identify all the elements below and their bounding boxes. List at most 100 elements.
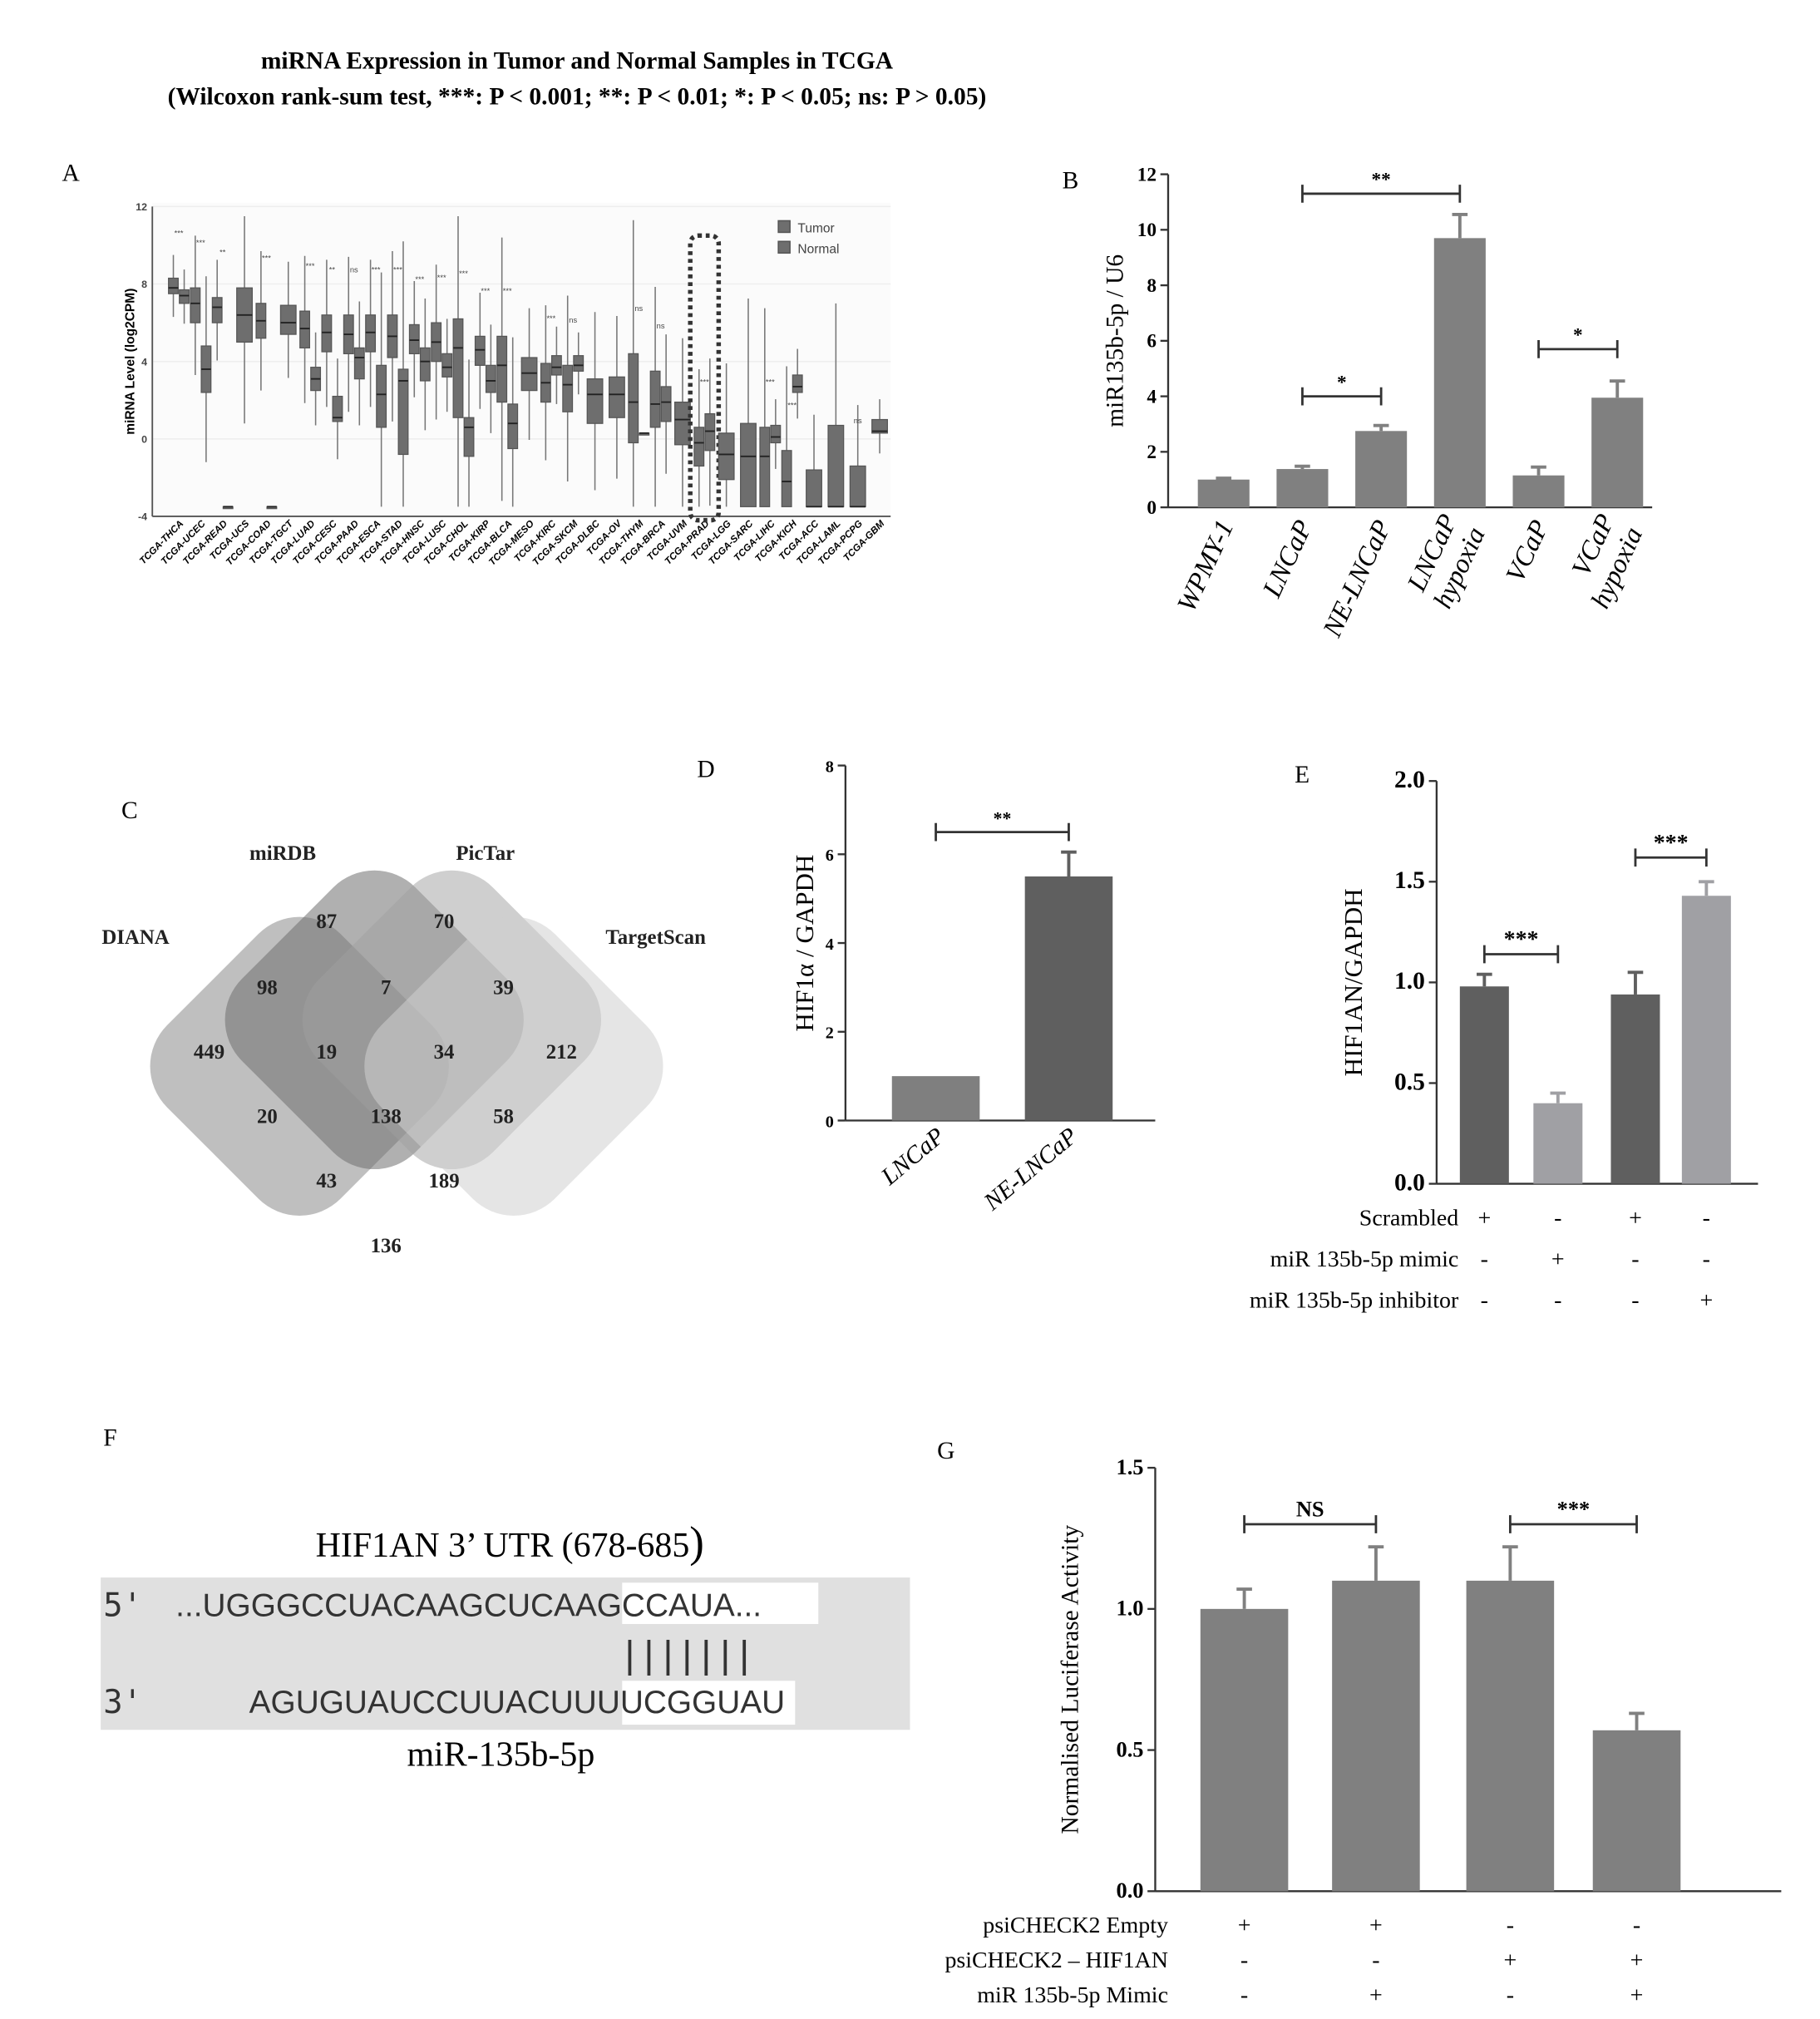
panel-label-a: A [62,160,81,186]
y-tick-label: 2 [1147,442,1157,463]
condition-mark: - [1703,1246,1710,1272]
bar [1024,876,1113,1121]
bar [1512,475,1565,508]
significance-bracket [1482,945,1560,964]
y-tick-label: 2.0 [1394,767,1425,793]
bar [1276,469,1329,508]
venn-count: 98 [257,976,278,999]
condition-mark: + [1369,1982,1383,2008]
significance-label: *** [196,239,205,247]
panel-label-e: E [1295,762,1310,788]
legend-label-normal: Normal [797,242,839,256]
x-tick-label: LNCaPhypoxia [1400,510,1492,614]
condition-mark: - [1481,1288,1488,1314]
mir-3prime: 3' [103,1684,142,1721]
y-tick-label: 2 [826,1024,834,1043]
significance-bracket [1301,387,1383,406]
condition-mark: + [1238,1913,1251,1938]
significance-label: *** [415,275,424,284]
significance-label: ns [350,266,358,274]
significance-label: * [1337,372,1347,393]
significance-label: ns [854,417,862,425]
significance-label: *** [437,274,446,282]
condition-mark: - [1631,1246,1639,1272]
tumor-box [299,310,311,349]
x-tick-label-line: LNCaP [1257,516,1319,603]
tumor-box [806,469,822,507]
y-axis-label: miRNA Level (log2CPM) [123,289,137,435]
x-tick-label-line: VCaP [1501,516,1556,587]
x-tick-label: LNCaP [875,1123,949,1191]
tumor-box [586,378,604,424]
venn-count: 7 [381,976,391,999]
condition-mark: - [1631,1288,1639,1314]
venn-count: 39 [493,976,514,999]
panel-c-venn-diagram: DIANA miRDB PicTar TargetScan 87 70 98 7… [101,842,706,1257]
significance-label: *** [481,287,490,295]
significance-label: *** [175,229,184,237]
tumor-box [849,465,866,507]
condition-mark: + [1477,1205,1491,1231]
significance-bracket [1634,848,1708,867]
normal-box [441,353,453,378]
utr-5prime: 5' [103,1587,142,1625]
y-tick-label: 8 [1147,275,1157,297]
condition-mark: + [1629,1205,1642,1231]
significance-label: *** [459,269,468,278]
y-axis-label: HIF1α / GAPDH [790,855,819,1032]
tumor-box [693,427,705,467]
venn-count: 58 [493,1106,514,1128]
tumor-box [649,370,661,428]
y-tick-label: 6 [1147,331,1157,353]
panel-f-sequence-alignment: HIF1AN 3’ UTR (678-685) 5' ...UGGGCCUACA… [101,1518,910,1775]
significance-label: *** [372,266,381,274]
normal-box [550,355,562,376]
x-tick-label-line: WPMY-1 [1171,516,1240,616]
tumor-box [871,418,888,434]
bar [1197,479,1250,508]
normal-box [397,368,409,456]
legend-swatch-tumor [777,220,791,234]
tumor-box [562,364,574,412]
y-axis-label: miR135b-5p / U6 [1102,254,1129,427]
significance-bracket [935,822,1070,842]
normal-box [792,374,803,393]
y-tick-label: 1.5 [1117,1454,1144,1479]
tumor-box [718,432,735,481]
significance-bracket [1301,185,1462,203]
significance-label: *** [1654,830,1689,856]
bar [1592,1730,1681,1892]
utr-title: HIF1AN 3’ UTR (678-685) [316,1518,704,1567]
utr-seed-highlight [622,1582,819,1624]
normal-box [463,417,475,457]
x-tick-label-line: NE-LNCaP [1317,516,1398,642]
y-tick-label: 0.5 [1394,1069,1425,1095]
tumor-box [496,335,508,403]
normal-box [660,386,672,422]
condition-mark: - [1507,1982,1514,2008]
venn-label-targetscan: TargetScan [605,926,706,949]
venn-count: 449 [194,1041,224,1064]
tumor-box [520,357,538,392]
tumor-box [740,422,757,507]
condition-mark: - [1240,1982,1248,2008]
significance-label: ** [219,249,226,257]
normal-box [485,364,496,393]
normal-box [419,347,431,382]
venn-count: 70 [434,911,455,933]
venn-count: 189 [428,1170,459,1192]
condition-mark: - [1507,1913,1514,1938]
y-tick-label: 1.0 [1394,968,1425,995]
y-tick-label: 4 [826,935,834,954]
bar [1433,238,1486,508]
condition-label: miR 135b-5p Mimic [977,1982,1168,2008]
tumor-box [827,424,845,507]
mir-seed-highlight [622,1681,796,1725]
panel-label-d: D [697,757,714,783]
y-tick-label: 0 [141,433,147,445]
condition-mark: - [1554,1205,1561,1231]
mir-sequence: AGUGUAUCCUUACUUUUCGGUAU [249,1685,785,1720]
y-tick-label: 0 [826,1113,834,1131]
condition-mark: + [1699,1288,1713,1314]
